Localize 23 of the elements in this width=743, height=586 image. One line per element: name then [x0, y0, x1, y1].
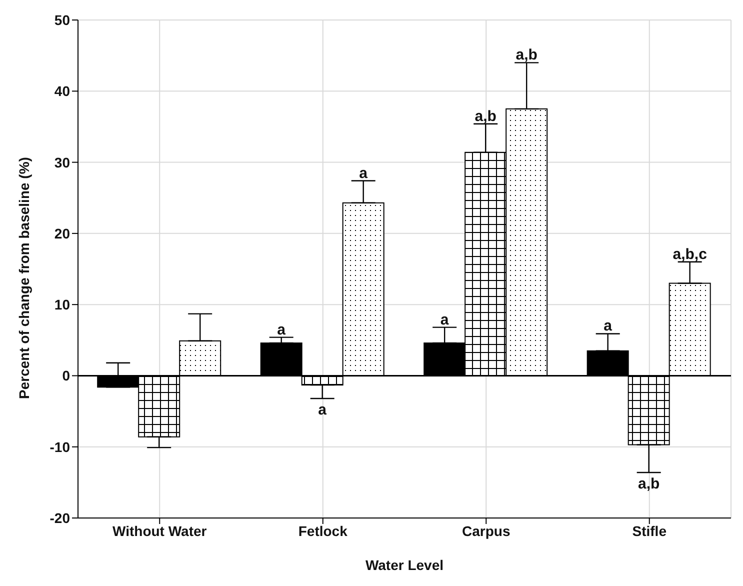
y-tick-label: -10: [50, 438, 70, 455]
data-label: a: [277, 321, 286, 338]
x-axis-title: Water Level: [365, 557, 444, 573]
x-tick-label: Stifle: [632, 522, 667, 539]
y-tick-label: -20: [50, 510, 70, 526]
data-label: a,b: [638, 475, 660, 492]
y-tick-label: 10: [54, 296, 70, 313]
data-label: a,b: [474, 108, 496, 125]
data-label: a: [604, 318, 613, 335]
y-tick-label: 50: [54, 12, 70, 28]
data-label: a: [318, 401, 328, 418]
x-tick-label: Carpus: [462, 522, 510, 539]
y-tick-label: 40: [54, 83, 70, 100]
data-label: a,b,c: [672, 246, 707, 263]
y-tick-label: 0: [62, 368, 70, 384]
x-tick-label: Fetlock: [298, 522, 348, 539]
y-axis-title: Percent of change from baseline (%): [16, 157, 32, 399]
y-tick-label: 30: [54, 154, 70, 170]
data-label: a,b: [516, 46, 538, 64]
x-tick-label: Without Water: [112, 522, 208, 539]
data-label: a: [440, 311, 450, 328]
data-label: a: [359, 164, 368, 182]
y-tick-label: 20: [54, 225, 70, 242]
